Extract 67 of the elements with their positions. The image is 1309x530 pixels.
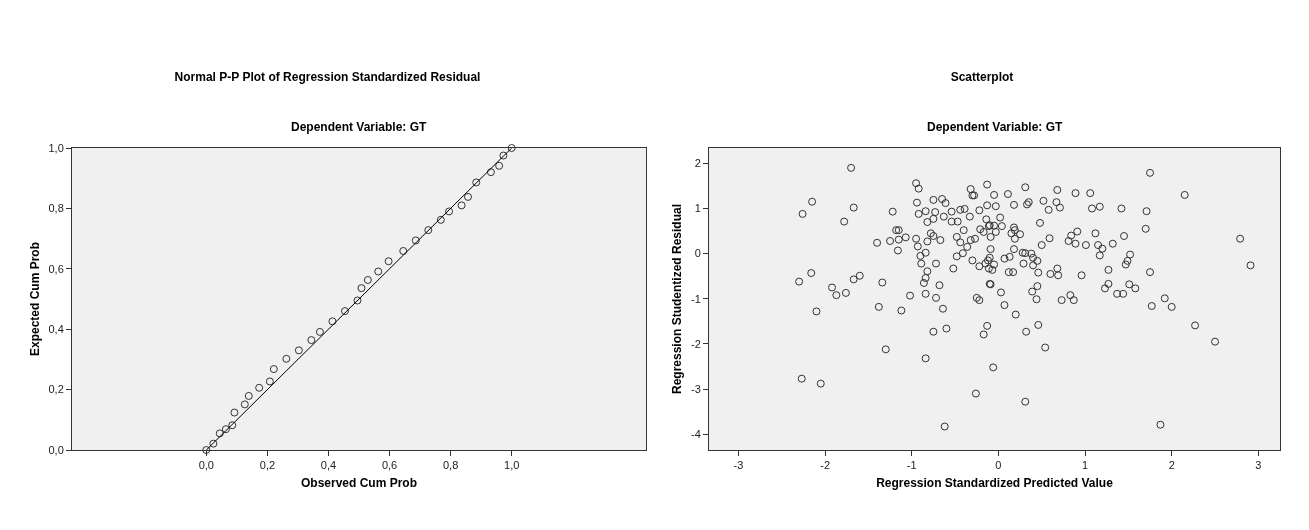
point — [507, 144, 516, 152]
point — [255, 383, 264, 392]
point — [374, 267, 383, 276]
point — [357, 284, 366, 293]
point — [202, 446, 211, 454]
point — [457, 201, 466, 210]
point — [307, 336, 316, 345]
x-tick-label: 0,2 — [259, 459, 276, 472]
y-tick-label: -1 — [691, 292, 701, 305]
y-tick-label: 0,6 — [48, 262, 64, 275]
y-tick-label: 1 — [694, 202, 701, 215]
point — [472, 178, 481, 187]
point — [282, 354, 291, 363]
point — [294, 346, 303, 355]
point — [221, 425, 230, 434]
x-tick-label: 0 — [995, 459, 1002, 472]
point — [384, 257, 393, 266]
point — [353, 296, 362, 305]
point — [265, 377, 274, 386]
x-tick-label: 3 — [1255, 459, 1262, 472]
chart-subtitle: Dependent Variable: GT — [927, 120, 1064, 134]
y-axis-title: Expected Cum Prob — [27, 241, 42, 357]
y-axis-title: Regression Studentized Residual — [670, 203, 685, 395]
point — [445, 207, 454, 216]
point — [424, 226, 433, 235]
point — [328, 317, 337, 326]
point — [464, 192, 472, 201]
y-tick-label: 0,4 — [48, 323, 64, 336]
x-tick-label: 2 — [1168, 459, 1175, 472]
point — [315, 327, 324, 336]
x-axis-title: Observed Cum Prob — [300, 476, 418, 491]
x-tick-label: 0,8 — [442, 459, 459, 472]
point — [230, 408, 239, 417]
x-tick-label: 1,0 — [504, 459, 520, 472]
x-tick-label: 0,4 — [320, 459, 337, 472]
x-tick-label: -1 — [906, 459, 917, 472]
y-tick-label: 0 — [694, 247, 701, 260]
point — [499, 151, 508, 160]
x-tick-label: -3 — [733, 459, 744, 472]
chart-title: Scatterplot — [950, 70, 1014, 85]
y-tick-label: 2 — [694, 157, 701, 170]
point — [436, 215, 445, 224]
y-tick-label: 1,0 — [48, 141, 64, 154]
y-tick-label: -4 — [691, 428, 701, 441]
x-axis-title: Regression Standardized Predicted Value — [876, 476, 1114, 491]
x-tick-label: 0,6 — [381, 459, 398, 472]
y-tick-label: -2 — [691, 337, 701, 350]
chart-subtitle: Dependent Variable: GT — [291, 120, 428, 134]
x-tick-label: 0,0 — [198, 459, 214, 472]
point — [209, 439, 218, 448]
y-tick-label: 0,0 — [48, 443, 64, 456]
point — [340, 307, 349, 316]
chart-title: Normal P-P Plot of Regression Standardized Residual — [174, 70, 481, 85]
point — [411, 236, 420, 245]
point — [495, 161, 504, 170]
point — [486, 168, 495, 177]
point — [269, 365, 278, 374]
point — [244, 391, 253, 400]
x-tick-label: -2 — [820, 459, 830, 472]
point — [240, 400, 249, 409]
point — [363, 275, 372, 284]
point — [215, 429, 224, 438]
y-tick-label: -3 — [691, 382, 701, 395]
y-tick-label: 0,2 — [48, 383, 64, 396]
y-tick-label: 0,8 — [48, 202, 64, 215]
point — [228, 421, 237, 430]
x-tick-label: 1 — [1081, 459, 1089, 472]
